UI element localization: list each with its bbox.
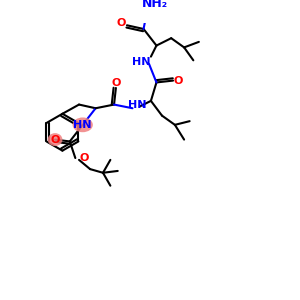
Text: HN: HN (128, 100, 146, 110)
Text: O: O (80, 153, 89, 163)
Text: O: O (50, 135, 60, 145)
Text: HN: HN (133, 57, 151, 67)
Ellipse shape (73, 118, 93, 132)
Text: NH₂: NH₂ (142, 0, 168, 10)
Text: O: O (174, 76, 183, 85)
Ellipse shape (48, 133, 62, 146)
Text: HN: HN (74, 120, 92, 130)
Text: O: O (117, 18, 126, 28)
Text: O: O (111, 78, 121, 88)
